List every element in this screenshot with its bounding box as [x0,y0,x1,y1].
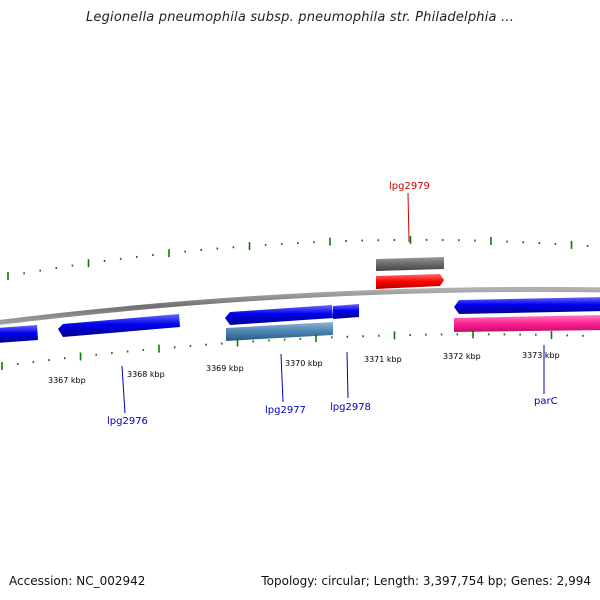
label-lpg2979[interactable]: lpg2979 [389,181,430,192]
scale-labels: 3367 kbp 3368 kbp 3369 kbp 3370 kbp 3371… [48,351,560,385]
scale-label-3369: 3369 kbp [206,364,244,373]
label-lpg2976[interactable]: lpg2976 [107,416,148,427]
accession-text: Accession: NC_002942 [9,574,146,588]
scale-label-3373: 3373 kbp [522,351,560,360]
scale-label-3370: 3370 kbp [285,359,323,368]
leader-lpg2976 [121,365,126,414]
inner-tick-ring [1,330,584,370]
leader-lpg2979 [407,192,410,243]
gene-feature-left-edge[interactable] [0,325,38,343]
leader-lpg2977 [280,353,284,403]
genome-summary-text: Topology: circular; Length: 3,397,754 bp… [261,574,591,588]
gene-feature-before-lpg2977[interactable] [225,305,333,325]
gene-lpg2978-feature[interactable] [333,304,359,319]
gene-parC-pink-feature[interactable] [454,315,600,332]
page-title: Legionella pneumophila subsp. pneumophil… [85,10,515,25]
label-lpg2977[interactable]: lpg2977 [265,405,306,416]
scale-label-3367: 3367 kbp [48,376,86,385]
scale-label-3368: 3368 kbp [127,370,165,379]
label-parC[interactable]: parC [534,396,558,407]
scale-label-3372: 3372 kbp [443,352,481,361]
gene-lpg2976-feature[interactable] [58,314,180,337]
leader-lpg2978 [346,351,349,399]
gene-lpg2979-gray-feature[interactable] [376,257,444,271]
gene-parC-blue-feature[interactable] [454,297,600,314]
genome-backbone [0,286,600,325]
label-lpg2978[interactable]: lpg2978 [330,402,371,413]
outer-tick-ring [7,235,589,280]
gene-lpg2979-red-feature[interactable] [376,274,444,289]
gene-lpg2977-feature[interactable] [226,322,333,341]
scale-label-3371: 3371 kbp [364,355,402,364]
